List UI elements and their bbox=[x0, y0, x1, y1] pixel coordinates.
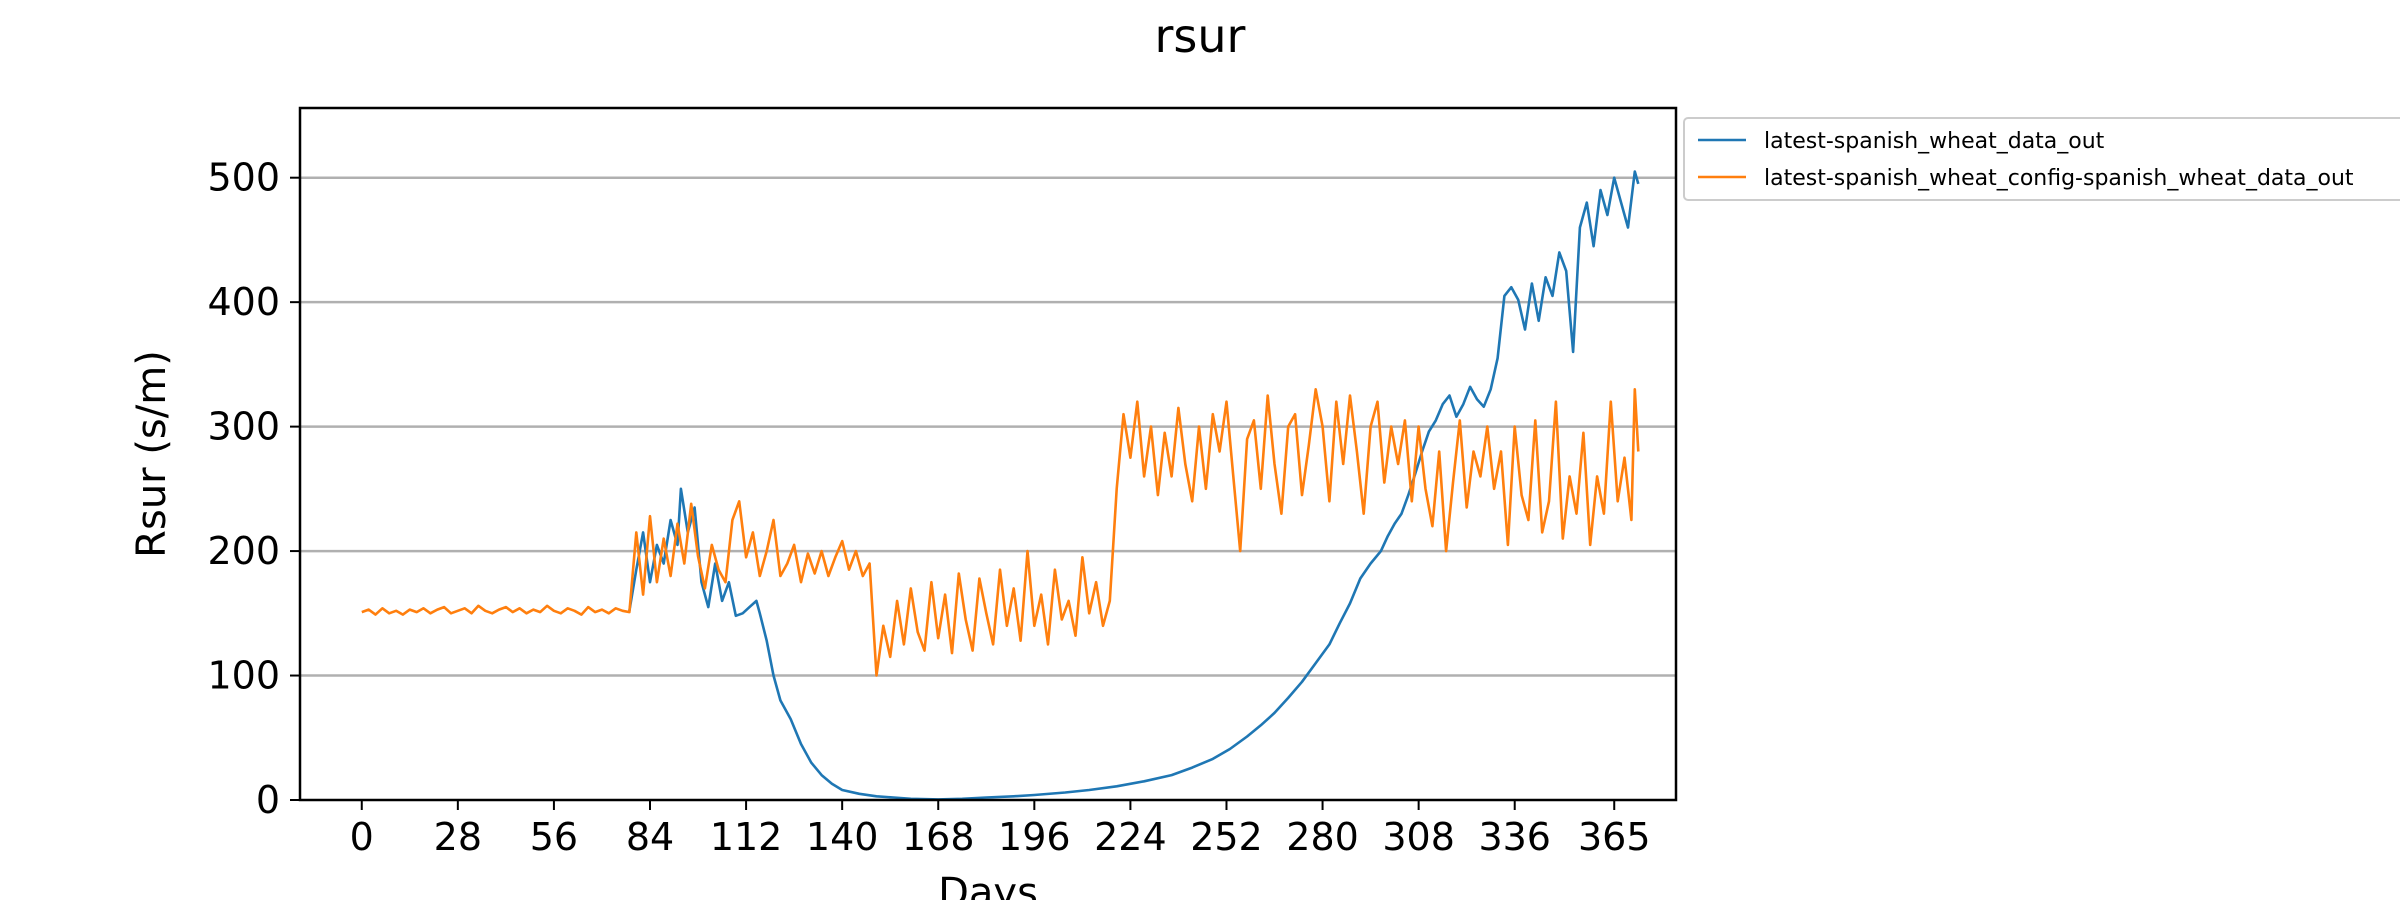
y-axis: 0 100 200 300 400 500 bbox=[207, 156, 300, 822]
series-line-2 bbox=[361, 388, 1640, 677]
y-tick-label: 500 bbox=[207, 156, 280, 200]
x-tick-label: 196 bbox=[998, 815, 1071, 859]
plot-frame bbox=[298, 106, 1678, 802]
legend: latest-spanish_wheat_data_out latest-span… bbox=[1683, 117, 2400, 201]
x-tick-label: 28 bbox=[434, 815, 482, 859]
y-tick-label: 200 bbox=[207, 529, 280, 573]
gridlines bbox=[300, 176, 1676, 677]
x-tick-label: 224 bbox=[1094, 815, 1167, 859]
y-tick-label: 400 bbox=[207, 280, 280, 324]
series-lines bbox=[361, 170, 1640, 801]
x-axis-title: Days bbox=[938, 870, 1038, 900]
x-tick-label: 365 bbox=[1578, 815, 1651, 859]
x-tick-label: 280 bbox=[1286, 815, 1359, 859]
x-tick-label: 0 bbox=[350, 815, 374, 859]
x-axis: 0 28 56 84 112 140 168 196 224 252 280 308 336 365 bbox=[350, 800, 1651, 859]
x-tick-label: 308 bbox=[1382, 815, 1455, 859]
legend-label-1: latest-spanish_wheat_data_out bbox=[1764, 129, 2105, 154]
chart-title: rsur bbox=[1155, 9, 1246, 63]
series-line-1 bbox=[628, 170, 1640, 801]
y-axis-title: Rsur (s/m) bbox=[129, 350, 175, 558]
x-tick-label: 252 bbox=[1190, 815, 1263, 859]
y-tick-label: 300 bbox=[207, 405, 280, 449]
x-tick-label: 168 bbox=[902, 815, 975, 859]
x-tick-label: 112 bbox=[710, 815, 783, 859]
y-tick-label: 100 bbox=[207, 654, 280, 698]
x-tick-label: 336 bbox=[1478, 815, 1551, 859]
x-tick-label: 84 bbox=[626, 815, 674, 859]
y-tick-label: 0 bbox=[256, 778, 280, 822]
legend-label-2: latest-spanish_wheat_config-spanish_whea… bbox=[1764, 166, 2354, 191]
x-tick-label: 56 bbox=[530, 815, 578, 859]
legend-box bbox=[1683, 117, 2400, 201]
x-tick-label: 140 bbox=[806, 815, 879, 859]
